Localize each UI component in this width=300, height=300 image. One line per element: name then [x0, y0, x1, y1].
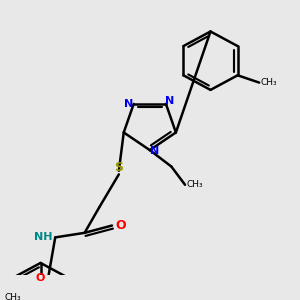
- Text: NH: NH: [34, 232, 53, 242]
- Text: N: N: [124, 99, 133, 109]
- Text: N: N: [165, 96, 174, 106]
- Text: O: O: [36, 273, 45, 283]
- Text: CH₃: CH₃: [261, 78, 277, 87]
- Text: CH₃: CH₃: [5, 293, 22, 300]
- Text: O: O: [116, 219, 126, 232]
- Text: CH₃: CH₃: [187, 180, 203, 189]
- Text: N: N: [151, 146, 160, 157]
- Text: S: S: [114, 160, 123, 173]
